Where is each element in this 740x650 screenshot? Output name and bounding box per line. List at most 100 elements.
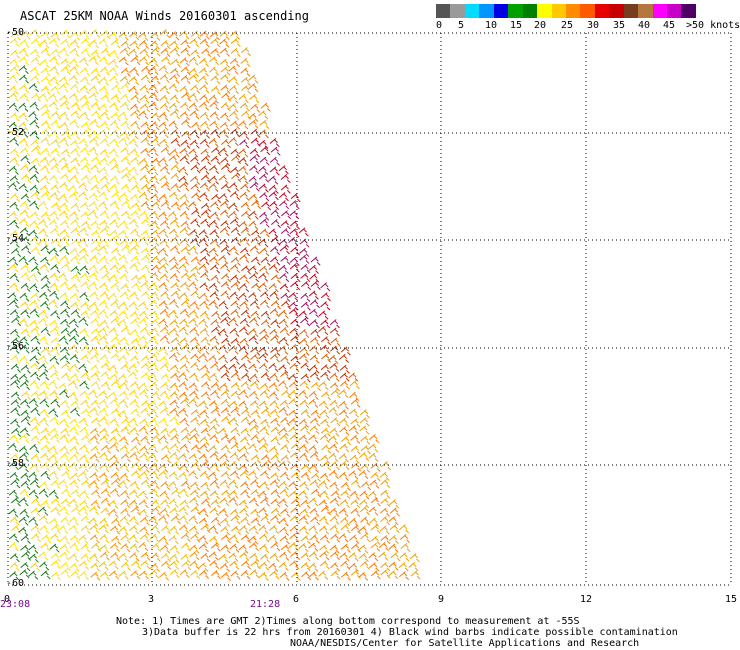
wind-barb — [358, 525, 369, 535]
wind-barb — [238, 292, 249, 302]
wind-barb — [258, 362, 269, 373]
wind-barb — [79, 111, 90, 121]
wind-barb — [318, 310, 329, 320]
wind-barb — [110, 551, 121, 562]
wind-barb — [79, 327, 90, 338]
wind-barb — [189, 38, 200, 48]
wind-barb — [250, 346, 261, 356]
wind-barb — [339, 426, 350, 436]
wind-barb — [218, 427, 229, 437]
wind-barb — [329, 443, 340, 453]
wind-barb — [120, 326, 131, 336]
wind-barb — [180, 344, 191, 354]
wind-barb — [188, 281, 199, 291]
wind-barb — [228, 137, 239, 147]
wind-barb — [258, 400, 269, 410]
wind-barb — [179, 57, 190, 67]
wind-barb — [229, 400, 240, 410]
wind-barb — [150, 506, 161, 516]
wind-barb — [79, 390, 90, 400]
wind-barb — [140, 551, 151, 561]
wind-barb — [28, 229, 39, 239]
wind-barb — [181, 542, 191, 552]
wind-barb — [298, 525, 309, 535]
wind-barb — [288, 292, 299, 302]
wind-barb — [169, 569, 180, 579]
wind-barb — [251, 282, 262, 292]
wind-barb — [89, 435, 100, 445]
wind-barb — [149, 237, 160, 247]
wind-barb — [68, 74, 79, 84]
wind-barb — [50, 326, 61, 336]
wind-barb — [140, 218, 151, 228]
wind-barb — [248, 335, 259, 345]
wind-barb — [320, 506, 331, 516]
wind-barb — [70, 292, 81, 302]
wind-barb — [99, 66, 110, 76]
wind-barb — [89, 407, 100, 417]
wind-barb — [189, 489, 200, 499]
time-label-mid: 21:28 — [250, 599, 281, 610]
wind-barb — [40, 444, 51, 454]
wind-barb — [191, 121, 202, 131]
wind-barb — [99, 452, 110, 462]
wind-barb — [320, 454, 331, 464]
wind-barb — [318, 570, 329, 580]
wind-barb — [168, 498, 179, 508]
wind-barb — [190, 416, 201, 426]
wind-barb — [101, 273, 112, 283]
wind-barb — [260, 408, 271, 418]
wind-barb — [8, 508, 19, 518]
wind-barb — [89, 472, 100, 482]
wind-barb — [148, 101, 159, 111]
wind-barb — [199, 310, 210, 320]
wind-barb — [120, 489, 131, 500]
wind-barb — [109, 102, 119, 112]
wind-barb — [129, 40, 140, 50]
wind-barb — [260, 418, 271, 428]
wind-barb — [148, 84, 159, 94]
wind-barb — [90, 246, 101, 256]
wind-barb — [108, 148, 119, 158]
wind-barb — [229, 110, 240, 120]
wind-barb — [9, 112, 20, 122]
wind-barb — [199, 327, 210, 337]
wind-barb — [268, 175, 279, 185]
wind-barb — [59, 101, 70, 111]
wind-barb — [19, 355, 30, 365]
wind-barb — [200, 552, 211, 562]
wind-barb — [158, 400, 169, 410]
wind-barb — [268, 562, 279, 572]
wind-barb — [79, 94, 90, 104]
wind-barb — [28, 516, 39, 526]
wind-barb — [219, 121, 230, 131]
wind-barb — [370, 570, 381, 580]
wind-barb — [120, 499, 131, 509]
wind-barb — [60, 38, 71, 48]
wind-barb — [179, 201, 190, 211]
wind-barb — [249, 148, 260, 158]
wind-barb — [230, 148, 241, 158]
wind-barb — [319, 544, 330, 554]
wind-barb — [20, 328, 31, 338]
wind-barb — [139, 94, 150, 104]
wind-barb — [130, 255, 141, 265]
wind-barb — [298, 418, 309, 428]
wind-barb — [300, 264, 311, 274]
wind-barb — [190, 533, 201, 543]
wind-barb — [129, 245, 140, 255]
wind-barb — [189, 544, 200, 554]
wind-barb — [139, 470, 150, 480]
wind-barb — [279, 399, 290, 409]
wind-barb — [259, 426, 270, 436]
wind-barb — [380, 562, 391, 572]
wind-barb — [321, 336, 332, 346]
wind-barb — [159, 355, 170, 365]
wind-barb — [190, 444, 201, 454]
wind-barb — [200, 391, 211, 401]
wind-barb — [109, 229, 120, 239]
wind-barb — [338, 507, 349, 517]
wind-barb — [80, 164, 91, 174]
wind-barb — [8, 299, 19, 309]
wind-barb — [200, 155, 211, 165]
